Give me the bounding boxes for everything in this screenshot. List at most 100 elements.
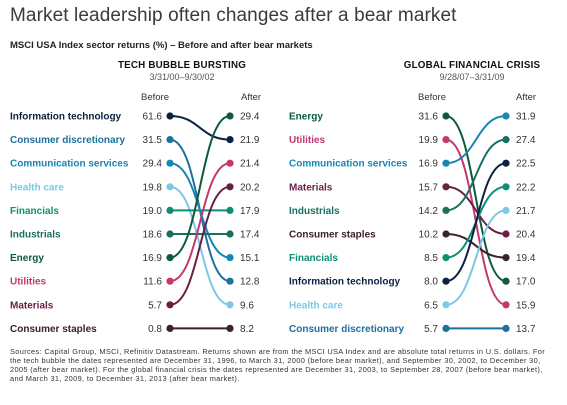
tech-before-value-consumer-staples: 0.8 (148, 324, 162, 335)
tech-before-dot-health-care (166, 183, 174, 191)
tech-before-value-consumer-discretionary: 31.5 (143, 135, 163, 146)
gfc-after-dot-energy (502, 277, 510, 285)
tech-line-energy (169, 115, 231, 259)
gfc-line-energy (445, 115, 507, 283)
gfc-sector-label-communication-services: Communication services (289, 159, 408, 170)
tech-after-dot-information-technology (226, 136, 234, 144)
tech-before-dot-communication-services (166, 159, 174, 167)
gfc-sector-label-health-care: Health care (289, 300, 343, 311)
gfc-after-value-energy: 17.0 (516, 277, 536, 288)
gfc-after-value-financials: 22.2 (516, 182, 536, 193)
gfc-line-materials (445, 185, 507, 235)
gfc-line-health-care (445, 209, 507, 306)
tech-after-dot-financials (226, 206, 234, 214)
gfc-before-dot-utilities (442, 136, 450, 144)
gfc-before-dot-consumer-discretionary (442, 324, 450, 332)
gfc-line-information-technology (445, 162, 507, 283)
tech-after-dot-utilities (226, 159, 234, 167)
tech-after-value-materials: 20.2 (240, 182, 260, 193)
before-header-financial-crisis: Before (418, 92, 446, 103)
gfc-sector-label-utilities: Utilities (289, 135, 326, 146)
chart-subtitle: MSCI USA Index sector returns (%) – Befo… (10, 40, 313, 51)
gfc-after-value-utilities: 15.9 (516, 300, 536, 311)
panel-title-financial-crisis: GLOBAL FINANCIAL CRISIS (403, 60, 541, 71)
gfc-after-value-consumer-staples: 19.4 (516, 253, 536, 264)
gfc-before-dot-industrials (442, 206, 450, 214)
gfc-before-dot-communication-services (442, 159, 450, 167)
gfc-before-value-materials: 15.7 (419, 182, 439, 193)
gfc-after-value-information-technology: 22.5 (516, 159, 536, 170)
gfc-sector-label-energy: Energy (289, 112, 323, 123)
tech-before-dot-materials (166, 301, 174, 309)
before-header-tech-bubble: Before (141, 92, 169, 103)
tech-line-utilities (169, 162, 231, 283)
gfc-after-value-consumer-discretionary: 13.7 (516, 324, 536, 335)
tech-after-dot-communication-services (226, 254, 234, 262)
gfc-sector-label-industrials: Industrials (289, 206, 340, 217)
tech-before-dot-utilities (166, 277, 174, 285)
gfc-after-value-communication-services: 31.9 (516, 112, 536, 123)
gfc-sector-label-financials: Financials (289, 253, 338, 264)
tech-after-dot-materials (226, 183, 234, 191)
gfc-before-value-communication-services: 16.9 (419, 159, 439, 170)
gfc-before-dot-financials (442, 254, 450, 262)
gfc-after-value-industrials: 27.4 (516, 135, 536, 146)
tech-after-value-financials: 17.9 (240, 206, 260, 217)
panel-title-tech-bubble: TECH BUBBLE BURSTING (117, 60, 247, 71)
tech-after-dot-consumer-staples (226, 324, 234, 332)
tech-after-dot-industrials (226, 230, 234, 238)
gfc-sector-label-materials: Materials (289, 182, 333, 193)
tech-sector-label-utilities: Utilities (10, 277, 47, 288)
gfc-line-industrials (445, 138, 507, 212)
gfc-before-value-industrials: 14.2 (419, 206, 439, 217)
gfc-before-value-utilities: 19.9 (419, 135, 439, 146)
tech-before-dot-consumer-discretionary (166, 136, 174, 144)
panel-dates-financial-crisis: 9/28/07–3/31/09 (439, 72, 505, 82)
tech-before-dot-consumer-staples (166, 324, 174, 332)
gfc-sector-label-consumer-staples: Consumer staples (289, 230, 376, 241)
gfc-line-communication-services (445, 115, 507, 165)
tech-before-value-materials: 5.7 (148, 300, 162, 311)
page-title: Market leadership often changes after a … (10, 5, 457, 26)
tech-sector-label-financials: Financials (10, 206, 59, 217)
tech-before-dot-industrials (166, 230, 174, 238)
tech-sector-label-consumer-staples: Consumer staples (10, 324, 97, 335)
tech-sector-label-materials: Materials (10, 300, 54, 311)
gfc-before-dot-health-care (442, 301, 450, 309)
tech-after-value-consumer-discretionary: 12.8 (240, 277, 260, 288)
tech-before-dot-information-technology (166, 112, 174, 120)
tech-before-value-information-technology: 61.6 (143, 112, 163, 123)
gfc-line-consumer-staples (445, 233, 507, 259)
tech-sector-label-consumer-discretionary: Consumer discretionary (10, 135, 125, 146)
tech-sector-label-health-care: Health care (10, 182, 64, 193)
gfc-after-dot-health-care (502, 206, 510, 214)
tech-after-value-industrials: 17.4 (240, 230, 260, 241)
gfc-before-value-financials: 8.5 (424, 253, 438, 264)
gfc-before-dot-consumer-staples (442, 230, 450, 238)
gfc-sector-label-information-technology: Information technology (289, 277, 401, 288)
tech-sector-label-communication-services: Communication services (10, 159, 129, 170)
tech-after-value-consumer-staples: 8.2 (240, 324, 254, 335)
tech-before-value-communication-services: 29.4 (143, 159, 163, 170)
tech-before-dot-financials (166, 206, 174, 214)
gfc-after-dot-information-technology (502, 159, 510, 167)
tech-after-value-health-care: 9.6 (240, 300, 254, 311)
gfc-before-dot-materials (442, 183, 450, 191)
gfc-after-dot-industrials (502, 136, 510, 144)
gfc-before-dot-energy (442, 112, 450, 120)
tech-after-dot-health-care (226, 301, 234, 309)
tech-after-value-energy: 29.4 (240, 112, 260, 123)
panel-dates-tech-bubble: 3/31/00–9/30/02 (149, 72, 215, 82)
gfc-before-value-energy: 31.6 (419, 112, 439, 123)
gfc-after-dot-communication-services (502, 112, 510, 120)
gfc-after-value-health-care: 21.7 (516, 206, 536, 217)
gfc-after-dot-utilities (502, 301, 510, 309)
tech-before-value-industrials: 18.6 (143, 230, 163, 241)
tech-sector-label-energy: Energy (10, 253, 44, 264)
tech-after-dot-energy (226, 112, 234, 120)
tech-sector-label-information-technology: Information technology (10, 112, 122, 123)
gfc-after-dot-consumer-staples (502, 254, 510, 262)
tech-before-value-financials: 19.0 (143, 206, 163, 217)
gfc-before-value-consumer-discretionary: 5.7 (424, 324, 438, 335)
tech-before-value-energy: 16.9 (143, 253, 163, 264)
